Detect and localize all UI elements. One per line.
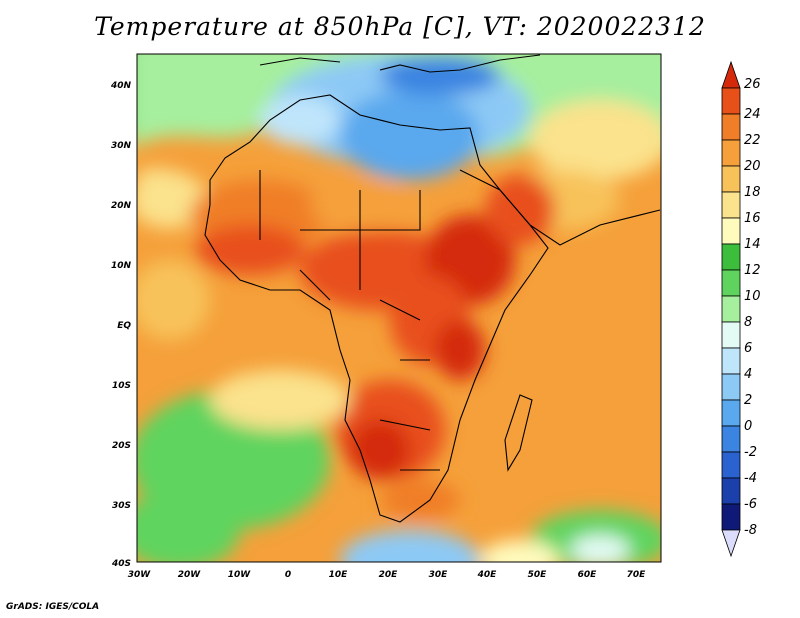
temperature-field [137,54,661,562]
colorbar-segment [721,269,741,297]
lon-tick-label: 70E [627,570,647,580]
lon-tick-label: 40E [477,570,498,580]
latitude-axis: 40N 30N 20N 10N EQ 10S 20S 30S 40S [110,81,132,569]
lon-tick-label: 10W [228,570,252,580]
colorbar-segment [721,113,741,141]
lat-tick-label: 20S [112,441,131,451]
lat-tick-label: 40S [111,559,131,569]
colorbar-label: 26 [744,77,761,92]
lat-tick-label: 30S [112,501,131,511]
lat-tick-label: 40N [110,81,132,91]
colorbar-segment [721,477,741,505]
colorbar-label: 8 [744,315,752,330]
colorbar-segment [721,347,741,375]
map-frame [136,53,662,563]
colorbar-segment [721,191,741,219]
lon-tick-label: 60E [578,570,598,580]
lat-tick-label: 10N [111,261,132,271]
colorbar-segment [721,139,741,167]
colorbar-label: 4 [744,367,752,382]
colorbar-segment [721,373,741,401]
credit-text: GrADS: IGES/COLA [6,602,100,612]
colorbar-label: 18 [744,185,761,200]
colorbar-segment [721,217,741,245]
colorbar-label: -8 [744,523,757,538]
colorbar-label: -4 [744,471,757,486]
lon-tick-label: 20W [178,570,202,580]
colorbar-bottom-arrow [721,529,741,558]
lon-tick-label: 30E [429,570,449,580]
colorbar-label: 2 [744,393,752,408]
colorbar-label: 16 [744,211,761,226]
colorbar [721,60,741,558]
lat-tick-label: 10S [112,381,131,391]
colorbar-label: 22 [744,133,761,148]
lon-tick-label: 30W [128,570,152,580]
colorbar-segment [721,451,741,479]
colorbar-top-arrow [721,60,741,89]
colorbar-label: 20 [744,159,761,174]
colorbar-label: -6 [744,497,757,512]
colorbar-segment [721,399,741,427]
colorbar-labels: 26 24 22 20 18 16 14 12 10 8 6 4 2 0 -2 … [744,77,761,538]
lat-tick-label: 30N [111,141,132,151]
colorbar-segment [721,503,741,531]
lon-tick-label: 50E [528,570,548,580]
colorbar-label: 6 [744,341,752,356]
colorbar-segment [721,87,741,115]
colorbar-segment [721,165,741,193]
lat-tick-label: 20N [111,201,132,211]
colorbar-label: 0 [744,419,752,434]
colorbar-label: 10 [744,289,761,304]
coastlines [204,54,661,523]
colorbar-segment [721,321,741,349]
colorbar-segment [721,243,741,271]
colorbar-segment [721,425,741,453]
lon-tick-label: 0 [285,570,291,580]
lon-tick-label: 10E [329,570,349,580]
colorbar-label: 12 [744,263,761,278]
longitude-axis: 30W 20W 10W 0 10E 20E 30E 40E 50E 60E 70… [128,570,646,580]
colorbar-label: 24 [744,107,761,122]
colorbar-segment [721,295,741,323]
lon-tick-label: 20E [379,570,399,580]
chart-title: Temperature at 850hPa [C], VT: 202002231… [94,12,706,41]
colorbar-label: 14 [744,237,761,252]
colorbar-label: -2 [744,445,757,460]
lat-tick-label: EQ [117,321,131,331]
